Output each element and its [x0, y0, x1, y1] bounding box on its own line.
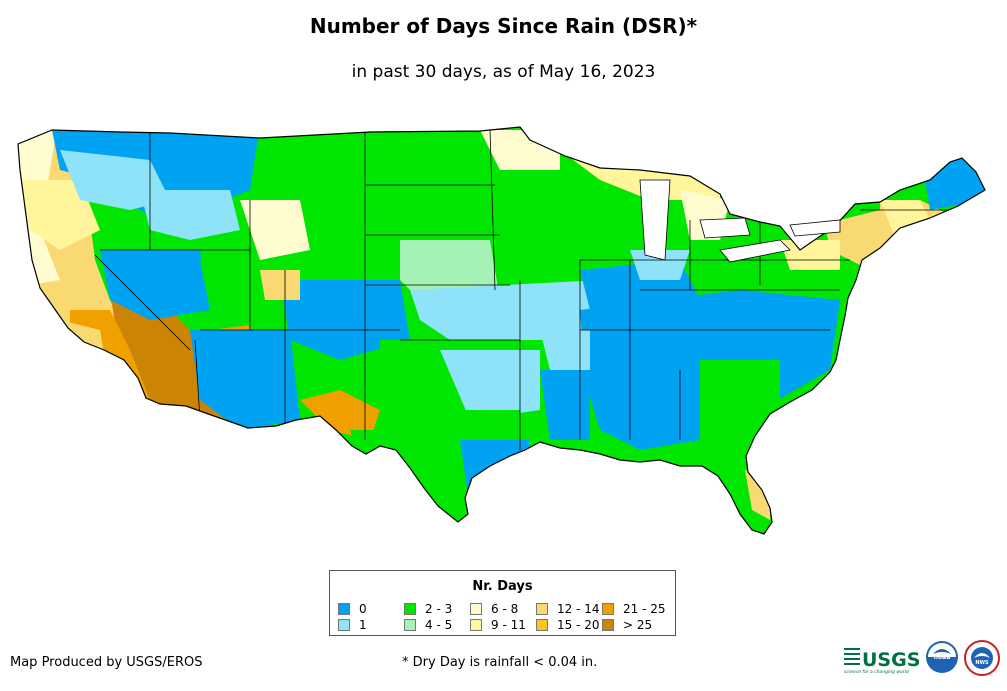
- noaa-logo: noaa: [926, 641, 958, 673]
- legend-item: 12 - 14: [536, 601, 602, 617]
- nws-logo: NWS: [964, 640, 1000, 676]
- legend-label: 21 - 25: [623, 602, 666, 616]
- us-dsr-map: [0, 110, 1007, 550]
- legend-label: 1: [359, 618, 367, 632]
- legend-swatch: [404, 619, 416, 631]
- legend-swatch: [404, 603, 416, 615]
- legend-item: 2 - 3: [404, 601, 470, 617]
- dry-day-footnote: * Dry Day is rainfall < 0.04 in.: [402, 655, 598, 670]
- map-credit: Map Produced by USGS/EROS: [10, 655, 203, 670]
- legend-swatch: [602, 619, 614, 631]
- legend-label: 2 - 3: [425, 602, 453, 616]
- legend-swatch: [536, 603, 548, 615]
- legend-label: 0: [359, 602, 367, 616]
- legend-item: 0: [338, 601, 404, 617]
- legend-swatch: [470, 603, 482, 615]
- legend-item: 15 - 20: [536, 617, 602, 633]
- usgs-wordmark: USGS: [862, 649, 920, 671]
- legend-label: 6 - 8: [491, 602, 519, 616]
- legend-item: 4 - 5: [404, 617, 470, 633]
- legend: Nr. Days 0 1 2 - 3 4 - 5 6 - 8 9 - 11 12 - 14 1…: [329, 570, 676, 636]
- legend-item: 9 - 11: [470, 617, 536, 633]
- agency-logos: USGS science for a changing world noaa N…: [842, 640, 1002, 680]
- legend-swatch: [338, 619, 350, 631]
- legend-label: 12 - 14: [557, 602, 600, 616]
- legend-swatch: [602, 603, 614, 615]
- usgs-tagline: science for a changing world: [844, 669, 909, 675]
- map-title: Number of Days Since Rain (DSR)*: [309, 14, 698, 38]
- noaa-wordmark: noaa: [934, 654, 951, 661]
- legend-item: > 25: [602, 617, 668, 633]
- legend-label: 4 - 5: [425, 618, 453, 632]
- legend-swatch: [338, 603, 350, 615]
- legend-item: 6 - 8: [470, 601, 536, 617]
- legend-item: 21 - 25: [602, 601, 668, 617]
- legend-swatch: [470, 619, 482, 631]
- nws-wordmark: NWS: [975, 660, 989, 666]
- legend-label: 15 - 20: [557, 618, 600, 632]
- legend-swatch: [536, 619, 548, 631]
- legend-grid: 0 1 2 - 3 4 - 5 6 - 8 9 - 11 12 - 14 15 - 20 21 …: [338, 601, 668, 633]
- legend-label: > 25: [623, 618, 653, 632]
- legend-title: Nr. Days: [472, 579, 533, 594]
- legend-item: 1: [338, 617, 404, 633]
- legend-label: 9 - 11: [491, 618, 526, 632]
- usgs-logo: USGS science for a changing world: [844, 648, 920, 675]
- map-subtitle: in past 30 days, as of May 16, 2023: [351, 62, 656, 82]
